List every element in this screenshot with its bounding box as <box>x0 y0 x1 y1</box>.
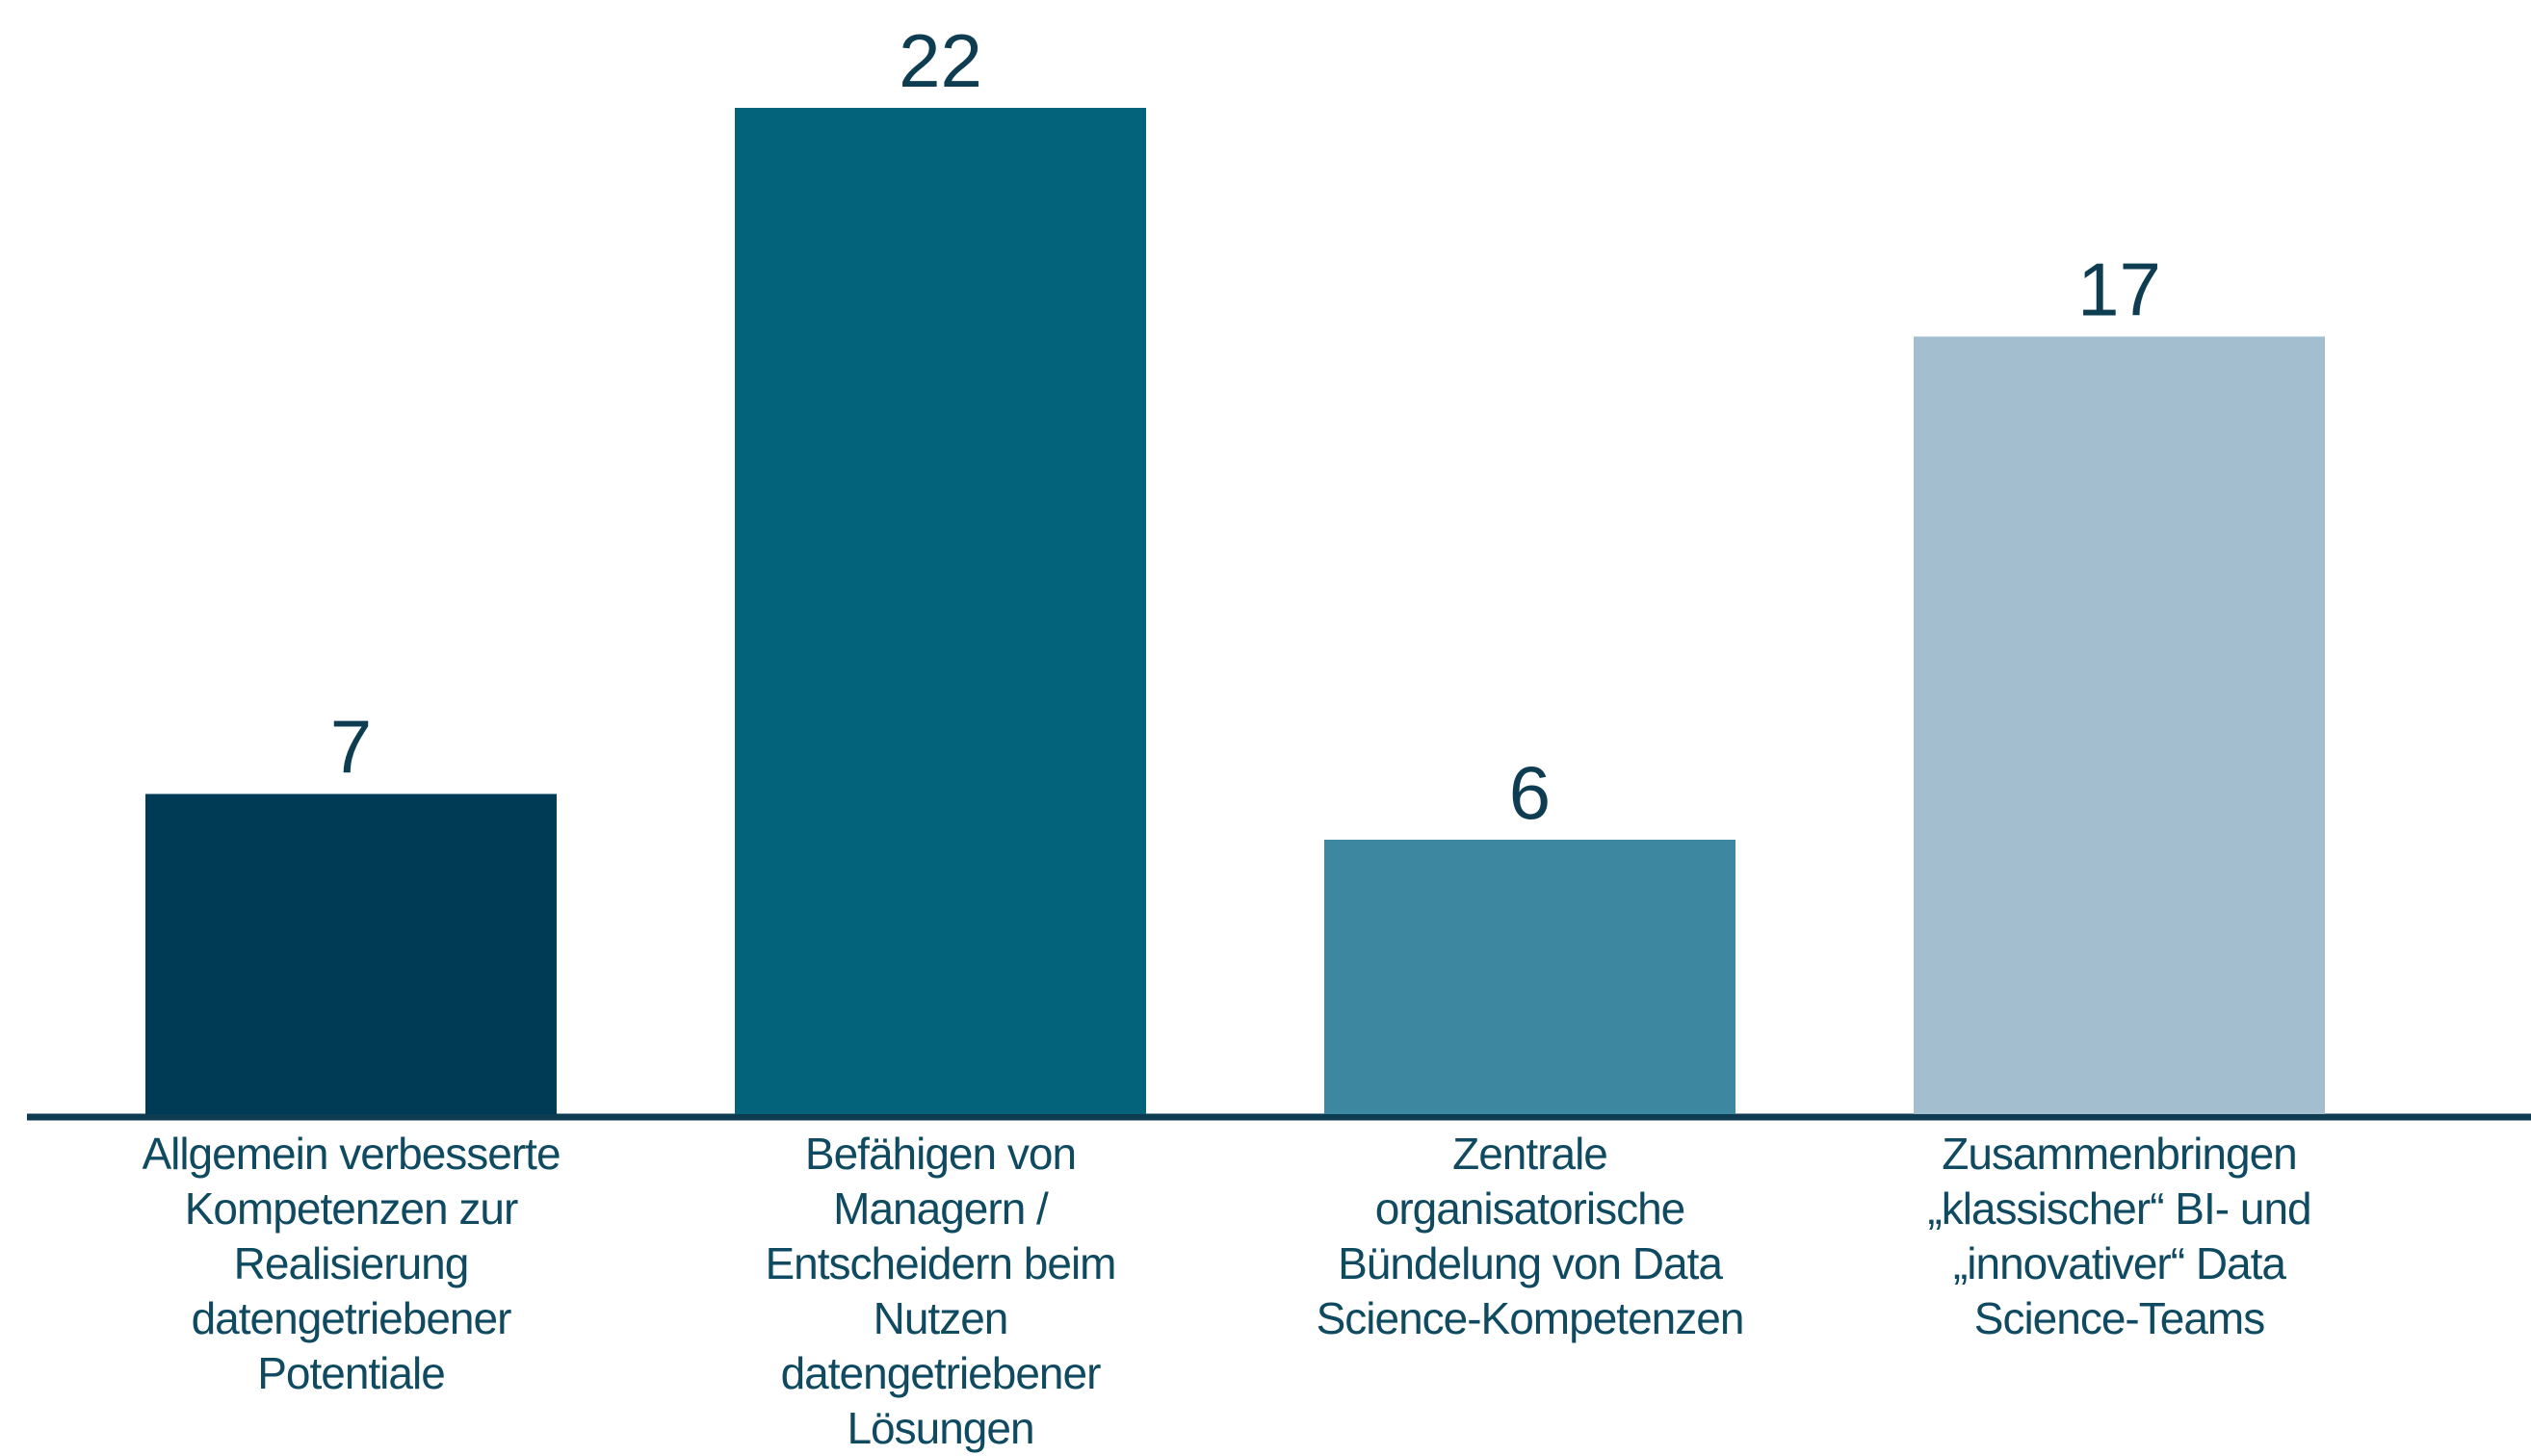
value-label: 7 <box>330 705 372 790</box>
bar <box>735 108 1146 1114</box>
x-tick-label: Zusammenbringen „klassischer“ BI- und „i… <box>1927 1129 2311 1343</box>
x-tick-label: Zentrale organisatorische Bündelung von … <box>1316 1129 1745 1343</box>
value-label: 17 <box>2077 247 2161 332</box>
x-tick-label: Allgemein verbesserte Kompetenzen zur Re… <box>142 1129 561 1398</box>
bar <box>145 793 557 1114</box>
bar <box>1324 840 1735 1114</box>
x-tick-label: Befähigen von Managern / Entscheidern be… <box>765 1129 1117 1453</box>
value-label: 6 <box>1509 750 1551 835</box>
bar <box>1914 336 2325 1114</box>
value-label: 22 <box>899 18 982 103</box>
